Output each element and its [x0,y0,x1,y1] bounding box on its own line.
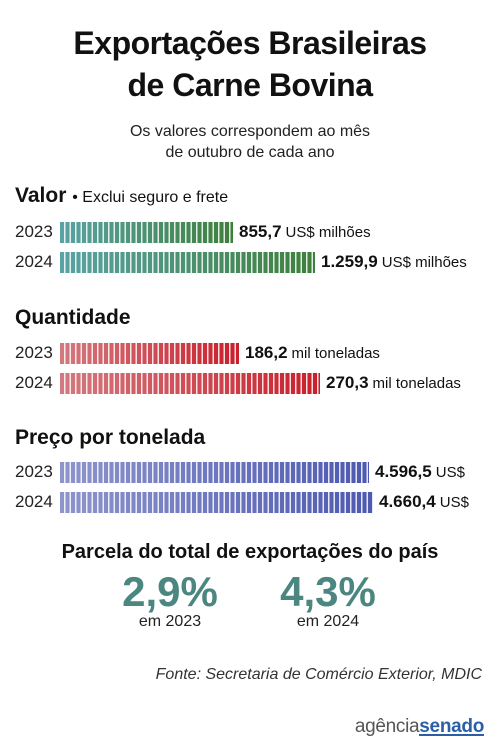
title-line-1: Exportações Brasileiras [73,25,427,61]
bar-quantidade-2024 [60,373,320,394]
page-title: Exportações Brasileiras de Carne Bovina [0,22,500,106]
section-note-text: Exclui seguro e frete [82,189,229,206]
value-unit: US$ [439,494,469,511]
section-heading-preco: Preço por tonelada [15,426,205,450]
section-note: • Exclui seguro e frete [72,189,229,206]
value-label-quantidade-2024: 270,3 mil toneladas [326,373,461,393]
value-number: 4.660,4 [379,492,436,511]
share-value-2024: 4,3% [280,568,376,615]
value-number: 4.596,5 [375,462,432,481]
share-caption-2023: em 2023 [138,613,202,630]
value-label-valor-2023: 855,7 US$ milhões [239,222,371,242]
share-caption-2024: em 2024 [296,613,360,630]
value-label-valor-2024: 1.259,9 US$ milhões [321,252,467,272]
value-number: 855,7 [239,222,282,241]
value-unit: mil toneladas [291,345,380,362]
subtitle-line-2: de outubro de cada ano [165,144,335,161]
logo-part-2: senado [419,716,484,737]
value-number: 186,2 [245,343,288,362]
value-number: 270,3 [326,373,369,392]
share-value-2023: 2,9% [122,568,218,615]
year-label: 2024 [15,373,53,392]
value-number: 1.259,9 [321,252,378,271]
year-label: 2023 [15,462,53,481]
bar-preco-2024 [60,492,373,513]
value-unit: US$ milhões [285,224,371,241]
year-label: 2023 [15,222,53,241]
bar-preco-2023 [60,462,369,483]
bar-valor-2024 [60,252,315,273]
section-heading-quantidade: Quantidade [15,306,131,330]
year-label: 2023 [15,343,53,362]
logo-part-1: agência [354,716,420,737]
year-label: 2024 [15,492,53,511]
value-label-preco-2024: 4.660,4 US$ [379,492,469,512]
value-unit: mil toneladas [372,375,461,392]
value-unit: US$ milhões [381,254,467,271]
bar-valor-2023 [60,222,233,243]
bar-quantidade-2023 [60,343,239,364]
section-title: Preço por tonelada [15,426,206,449]
source-note: Fonte: Secretaria de Comércio Exterior, … [155,666,482,683]
section-heading-valor: Valor • Exclui seguro e frete [15,184,228,208]
share-title: Parcela do total de exportações do país [61,541,439,563]
value-unit: US$ [435,464,465,481]
year-label: 2024 [15,252,53,271]
title-line-2: de Carne Bovina [127,67,373,103]
section-title: Quantidade [15,306,131,329]
subtitle: Os valores correspondem ao mês de outubr… [0,121,500,163]
section-title: Valor [15,184,67,207]
subtitle-line-1: Os valores correspondem ao mês [129,123,371,140]
value-label-preco-2023: 4.596,5 US$ [375,462,465,482]
value-label-quantidade-2023: 186,2 mil toneladas [245,343,380,363]
agencia-senado-logo: agênciasenado [355,716,484,738]
